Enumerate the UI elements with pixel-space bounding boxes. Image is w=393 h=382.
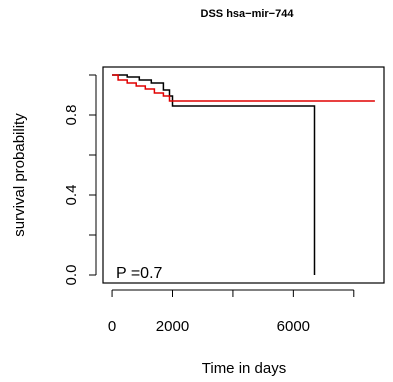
y-tick-label: 0.4 [63, 185, 80, 206]
y-axis-label: survival probability [11, 113, 28, 237]
y-tick-label: 0.8 [63, 105, 80, 126]
y-tick-label: 0.0 [63, 265, 80, 286]
x-axis-label: Time in days [202, 360, 286, 377]
survival-curve-2 [112, 75, 375, 101]
x-tick-label: 0 [108, 318, 116, 335]
x-tick-label: 6000 [277, 318, 310, 335]
p-value-annotation: P =0.7 [116, 265, 163, 282]
x-tick-label: 2000 [156, 318, 189, 335]
chart-title: DSS hsa−mir−744 [201, 8, 295, 20]
series-layer [112, 75, 375, 275]
y-axis: 0.0 0.4 0.8 [63, 75, 96, 285]
plot-frame [103, 67, 384, 283]
survival-curve-1 [112, 75, 314, 275]
x-axis: 0 2000 6000 [108, 290, 354, 335]
